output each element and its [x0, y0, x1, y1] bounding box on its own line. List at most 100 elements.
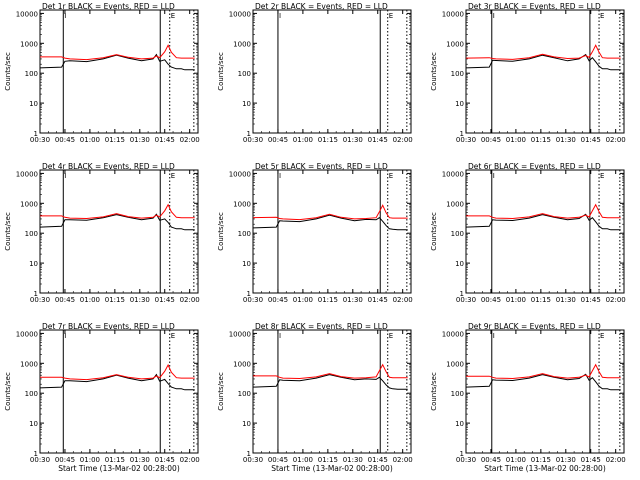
x-tick-label: 01:00 — [506, 296, 526, 304]
y-tick-label: 100 — [451, 390, 464, 398]
y-tick-label: 10000 — [16, 10, 38, 18]
plot-frame — [39, 9, 199, 134]
series-events-line — [465, 213, 621, 231]
x-tick-label: 02:00 — [393, 296, 413, 304]
panel-1: Det 1r BLACK = Events, RED = LLD 1 10 100 10… — [4, 2, 200, 144]
y-tick-label: 10 — [455, 420, 464, 428]
x-tick-label: 02:00 — [606, 136, 626, 144]
y-tick-label: 10 — [455, 260, 464, 268]
x-tick-label: 00:45 — [268, 296, 288, 304]
y-tick-label: 10000 — [16, 170, 38, 178]
x-tick-label: 01:00 — [80, 296, 100, 304]
x-tick-label: 02:00 — [606, 456, 626, 464]
marker-label-left: I — [279, 172, 281, 180]
panel-title: Det 9r BLACK = Events, RED = LLD — [468, 322, 601, 331]
x-tick-label: 01:15 — [105, 296, 125, 304]
series-lld-line — [40, 44, 195, 61]
y-tick-label: 1000 — [446, 200, 464, 208]
marker-label-left: I — [64, 332, 66, 340]
y-tick-label: 1000 — [233, 200, 251, 208]
y-tick-label: 1 — [460, 290, 464, 298]
panel-7: Det 7r BLACK = Events, RED = LLD 1 10 100 10… — [4, 322, 200, 473]
x-axis-label: Start Time (13-Mar-02 00:28:00) — [58, 464, 180, 473]
panel-9: Det 9r BLACK = Events, RED = LLD 1 10 100 10… — [430, 322, 626, 473]
x-tick-label: 01:00 — [293, 456, 313, 464]
series-lld-line — [252, 204, 408, 221]
y-tick-label: 1 — [247, 290, 251, 298]
y-tick-label: 1 — [460, 130, 464, 138]
panel-title: Det 3r BLACK = Events, RED = LLD — [468, 2, 601, 11]
x-tick-label: 01:15 — [318, 296, 338, 304]
x-tick-label: 01:45 — [368, 296, 388, 304]
panel-title: Det 6r BLACK = Events, RED = LLD — [468, 162, 601, 171]
y-axis-label: Counts/sec — [430, 52, 438, 91]
x-tick-label: 02:00 — [180, 296, 200, 304]
panel-title: Det 7r BLACK = Events, RED = LLD — [42, 322, 175, 331]
y-tick-label: 100 — [451, 70, 464, 78]
x-tick-label: 01:45 — [581, 456, 601, 464]
x-tick-label: 01:15 — [318, 136, 338, 144]
x-tick-label: 01:45 — [368, 456, 388, 464]
plot-frame — [465, 329, 625, 454]
marker-label-right: E — [171, 12, 175, 20]
y-tick-label: 10 — [29, 100, 38, 108]
x-tick-label: 01:15 — [318, 456, 338, 464]
series-lld-line — [466, 363, 621, 380]
panel-5: Det 5r BLACK = Events, RED = LLD 1 10 100 10… — [217, 162, 413, 304]
series-lld-line — [40, 203, 195, 220]
panel-8: Det 8r BLACK = Events, RED = LLD 1 10 100 10… — [217, 322, 413, 473]
x-tick-label: 01:00 — [293, 296, 313, 304]
x-tick-label: 01:30 — [556, 296, 576, 304]
x-tick-label: 00:30 — [243, 296, 263, 304]
y-tick-label: 1 — [460, 450, 464, 458]
plot-frame — [39, 169, 199, 294]
x-tick-label: 00:30 — [456, 296, 476, 304]
x-tick-label: 02:00 — [606, 296, 626, 304]
x-tick-label: 01:30 — [556, 456, 576, 464]
panel-6: Det 6r BLACK = Events, RED = LLD 1 10 100 10… — [430, 162, 626, 304]
plot-frame — [39, 329, 199, 454]
y-tick-label: 1 — [247, 130, 251, 138]
series-events-line — [252, 374, 408, 390]
x-tick-label: 00:30 — [30, 296, 50, 304]
y-axis-label: Counts/sec — [4, 212, 12, 251]
y-tick-label: 1000 — [20, 360, 38, 368]
series-lld-line — [465, 44, 621, 60]
plot-frame — [252, 329, 412, 454]
panel-title: Det 2r BLACK = Events, RED = LLD — [255, 2, 388, 11]
x-tick-label: 02:00 — [180, 456, 200, 464]
y-tick-label: 10 — [242, 260, 251, 268]
y-axis-label: Counts/sec — [430, 372, 438, 411]
x-tick-label: 00:45 — [55, 136, 75, 144]
panel-title: Det 4r BLACK = Events, RED = LLD — [42, 162, 175, 171]
marker-label-right: E — [600, 172, 604, 180]
y-tick-label: 10000 — [229, 170, 251, 178]
x-tick-label: 01:30 — [343, 136, 363, 144]
x-tick-label: 01:30 — [130, 456, 150, 464]
x-tick-label: 01:00 — [293, 136, 313, 144]
marker-label-right: E — [389, 172, 393, 180]
y-tick-label: 10000 — [229, 330, 251, 338]
x-tick-label: 00:30 — [456, 456, 476, 464]
y-tick-label: 10000 — [442, 10, 464, 18]
y-tick-label: 10000 — [442, 330, 464, 338]
y-tick-label: 100 — [238, 230, 251, 238]
x-tick-label: 01:15 — [105, 456, 125, 464]
x-tick-label: 00:45 — [268, 136, 288, 144]
y-tick-label: 1000 — [446, 360, 464, 368]
x-tick-label: 01:45 — [155, 136, 175, 144]
series-events-line — [39, 213, 195, 231]
series-events-line — [252, 214, 408, 231]
x-tick-label: 00:45 — [55, 296, 75, 304]
x-tick-label: 00:30 — [456, 136, 476, 144]
x-tick-label: 01:45 — [155, 456, 175, 464]
x-tick-label: 02:00 — [393, 456, 413, 464]
series-lld-line — [253, 363, 408, 380]
x-tick-label: 01:00 — [506, 136, 526, 144]
series-events-line — [465, 373, 621, 391]
x-tick-label: 01:45 — [368, 136, 388, 144]
x-tick-label: 01:00 — [80, 136, 100, 144]
series-events-line — [39, 373, 195, 391]
plot-frame — [465, 169, 625, 294]
